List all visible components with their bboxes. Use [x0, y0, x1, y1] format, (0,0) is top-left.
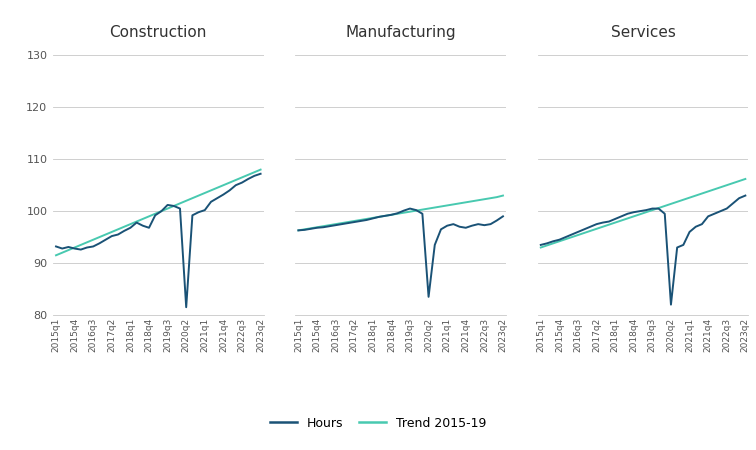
Title: Construction: Construction: [110, 25, 207, 40]
Title: Services: Services: [611, 25, 676, 40]
Legend: Hours, Trend 2015-19: Hours, Trend 2015-19: [265, 412, 491, 435]
Title: Manufacturing: Manufacturing: [345, 25, 456, 40]
